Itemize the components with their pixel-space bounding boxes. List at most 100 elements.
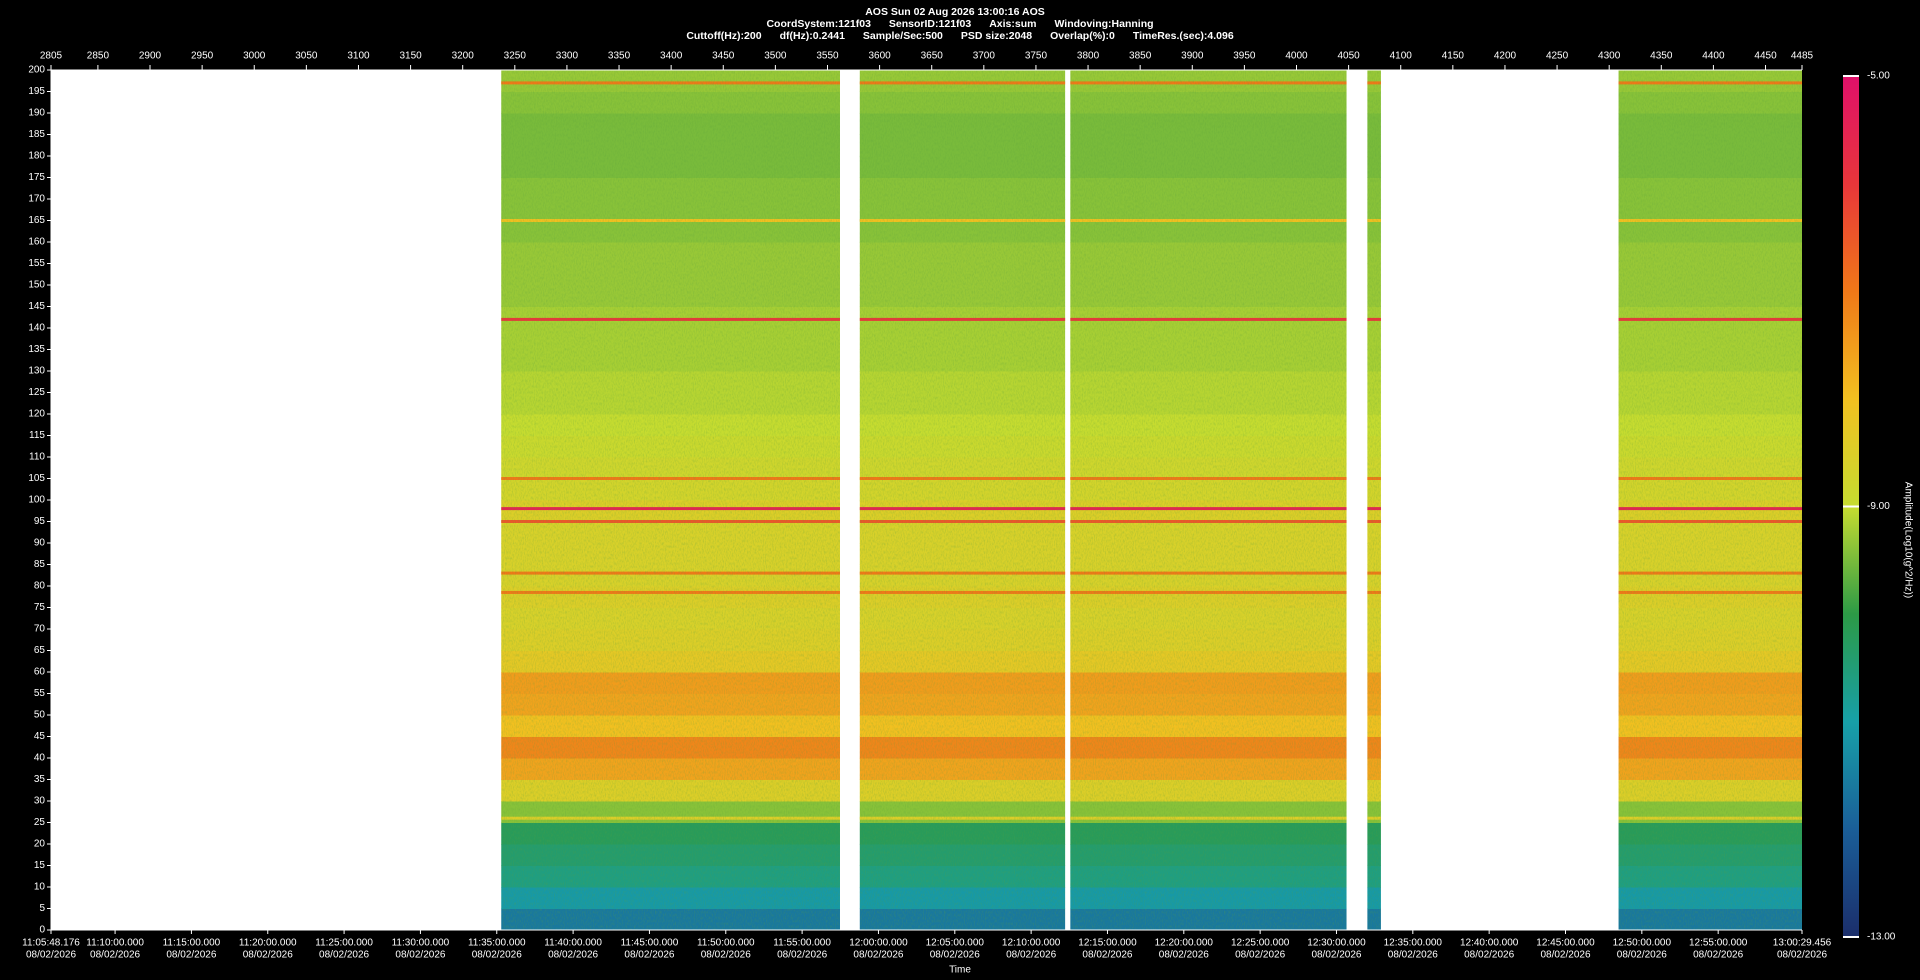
y-tick-label: 120 xyxy=(28,409,45,420)
date-tick-label: 08/02/2026 xyxy=(624,950,674,961)
date-tick-label: 08/02/2026 xyxy=(1006,950,1056,961)
x-tick-label: 4050 xyxy=(1337,51,1360,62)
x-tick-label: 3550 xyxy=(816,51,839,62)
y-tick-label: 175 xyxy=(28,172,45,183)
date-tick-label: 08/02/2026 xyxy=(1540,950,1590,961)
date-tick-label: 08/02/2026 xyxy=(853,950,903,961)
date-tick-label: 08/02/2026 xyxy=(472,950,522,961)
x-tick-label: 3700 xyxy=(973,51,996,62)
y-tick-label: 25 xyxy=(34,817,46,828)
subtitle: CoordSystem:121f03 SensorID:121f03 Axis:su… xyxy=(766,18,1153,30)
y-tick-label: 10 xyxy=(34,882,46,893)
time-tick-label: 13:00:29.456 xyxy=(1773,938,1832,949)
time-tick-label: 11:55:00.000 xyxy=(773,938,831,949)
x-tick-label: 2805 xyxy=(40,51,63,62)
y-tick-label: 70 xyxy=(34,624,46,635)
y-tick-label: 15 xyxy=(34,860,46,871)
time-tick-label: 11:30:00.000 xyxy=(392,938,450,949)
colorbar-tick-label: -5.00 xyxy=(1867,71,1890,82)
time-tick-label: 11:45:00.000 xyxy=(621,938,679,949)
date-tick-label: 08/02/2026 xyxy=(1082,950,1132,961)
x-tick-label: 4000 xyxy=(1285,51,1308,62)
date-tick-label: 08/02/2026 xyxy=(548,950,598,961)
x-tick-label: 4200 xyxy=(1494,51,1517,62)
date-tick-label: 08/02/2026 xyxy=(701,950,751,961)
x-tick-label: 3600 xyxy=(868,51,891,62)
x-tick-label: 3800 xyxy=(1077,51,1100,62)
x-tick-label: 4350 xyxy=(1650,51,1673,62)
time-tick-label: 12:30:00.000 xyxy=(1307,938,1366,949)
time-tick-label: 12:15:00.000 xyxy=(1078,938,1137,949)
y-tick-label: 135 xyxy=(28,344,45,355)
time-tick-label: 12:25:00.000 xyxy=(1231,938,1290,949)
y-tick-label: 80 xyxy=(34,581,46,592)
x-tick-label: 2850 xyxy=(87,51,110,62)
y-tick-label: 110 xyxy=(29,452,45,463)
x-tick-label: 3850 xyxy=(1129,51,1152,62)
subtitle-item: Sample/Sec:500 xyxy=(863,30,943,42)
y-tick-label: 140 xyxy=(28,323,45,334)
y-tick-label: 100 xyxy=(28,495,45,506)
date-tick-label: 08/02/2026 xyxy=(166,950,216,961)
time-tick-label: 12:55:00.000 xyxy=(1689,938,1748,949)
subtitle: Cuttoff(Hz):200 df(Hz):0.2441 Sample/Sec:5… xyxy=(686,30,1234,42)
x-tick-label: 3350 xyxy=(608,51,631,62)
date-tick-label: 08/02/2026 xyxy=(26,950,76,961)
time-tick-label: 12:20:00.000 xyxy=(1155,938,1214,949)
y-tick-label: 95 xyxy=(34,516,46,527)
y-tick-label: 180 xyxy=(28,151,45,162)
x-tick-label: 4150 xyxy=(1442,51,1465,62)
x-tick-label: 3100 xyxy=(347,51,370,62)
time-tick-label: 12:35:00.000 xyxy=(1384,938,1443,949)
y-tick-label: 150 xyxy=(28,280,45,291)
time-tick-label: 12:05:00.000 xyxy=(926,938,985,949)
x-tick-label: 4100 xyxy=(1390,51,1413,62)
subtitle-item: CoordSystem:121f03 xyxy=(766,18,871,30)
x-tick-label: 2900 xyxy=(139,51,162,62)
y-tick-label: 105 xyxy=(28,473,45,484)
x-tick-label: 4250 xyxy=(1546,51,1569,62)
time-tick-label: 12:50:00.000 xyxy=(1613,938,1672,949)
y-tick-label: 60 xyxy=(34,667,46,678)
y-tick-label: 165 xyxy=(28,215,45,226)
time-tick-label: 12:00:00.000 xyxy=(849,938,908,949)
y-tick-label: 55 xyxy=(34,688,46,699)
date-tick-label: 08/02/2026 xyxy=(1777,950,1827,961)
date-tick-label: 08/02/2026 xyxy=(930,950,980,961)
colorbar-tick-label: -13.00 xyxy=(1867,932,1896,943)
y-tick-label: 45 xyxy=(34,731,46,742)
date-tick-label: 08/02/2026 xyxy=(1464,950,1514,961)
time-tick-label: 11:40:00.000 xyxy=(544,938,602,949)
subtitle-item: Windoving:Hanning xyxy=(1054,18,1153,30)
y-tick-label: 170 xyxy=(28,194,45,205)
date-tick-label: 08/02/2026 xyxy=(1235,950,1285,961)
x-tick-label: 4450 xyxy=(1754,51,1777,62)
x-tick-label: 3150 xyxy=(399,51,422,62)
y-tick-label: 160 xyxy=(28,237,45,248)
x-tick-label: 3500 xyxy=(764,51,787,62)
x-tick-label: 4485 xyxy=(1791,51,1814,62)
y-tick-label: 115 xyxy=(29,430,45,441)
x-axis-title: Time xyxy=(949,965,971,976)
x-tick-label: 3750 xyxy=(1025,51,1048,62)
y-tick-label: 195 xyxy=(28,86,45,97)
x-tick-label: 3650 xyxy=(921,51,944,62)
x-tick-label: 3900 xyxy=(1181,51,1204,62)
time-tick-label: 11:15:00.000 xyxy=(163,938,221,949)
time-tick-label: 12:10:00.000 xyxy=(1002,938,1061,949)
y-tick-label: 30 xyxy=(34,796,46,807)
date-tick-label: 08/02/2026 xyxy=(777,950,827,961)
y-tick-label: 90 xyxy=(34,538,46,549)
y-tick-label: 0 xyxy=(39,925,45,936)
y-tick-label: 190 xyxy=(28,108,45,119)
date-tick-label: 08/02/2026 xyxy=(1388,950,1438,961)
subtitle-item: Axis:sum xyxy=(989,18,1036,30)
subtitle-item: PSD size:2048 xyxy=(961,30,1032,42)
y-tick-label: 5 xyxy=(39,903,45,914)
date-tick-label: 08/02/2026 xyxy=(1617,950,1667,961)
y-tick-label: 145 xyxy=(28,301,45,312)
y-tick-label: 65 xyxy=(34,645,46,656)
date-tick-label: 08/02/2026 xyxy=(243,950,293,961)
time-tick-label: 11:05:48.176 xyxy=(22,938,80,949)
